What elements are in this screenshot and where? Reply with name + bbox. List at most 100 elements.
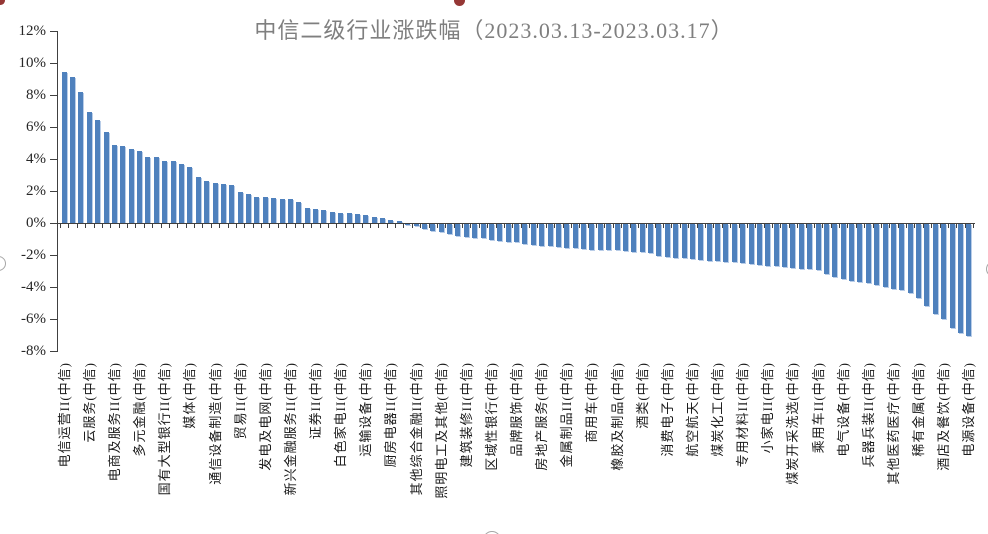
y-axis-tick [50, 95, 57, 96]
x-axis-tick [210, 224, 212, 228]
x-axis-tick [302, 224, 304, 228]
y-axis-tick-label: -8% [21, 343, 46, 359]
x-axis-label: 兵器兵装II(中信) [860, 362, 876, 468]
bar [547, 224, 553, 247]
x-axis-label: 证券II(中信) [308, 362, 323, 440]
x-axis-label: 电源设备(中信) [961, 362, 977, 457]
x-axis-label: 酒类(中信) [634, 362, 650, 429]
x-axis-tick [629, 224, 631, 228]
y-axis-tick [50, 63, 57, 64]
x-axis-tick [671, 224, 673, 228]
bar [706, 224, 712, 261]
x-axis-line [57, 223, 975, 224]
x-axis-label: 房地产服务(中信) [534, 362, 550, 471]
x-axis-tick [705, 224, 706, 228]
bar [530, 224, 536, 245]
bar [957, 224, 963, 333]
bar [773, 224, 779, 267]
x-axis-tick [947, 224, 949, 228]
x-axis-tick [855, 224, 857, 228]
bar [128, 149, 134, 223]
bar [346, 213, 352, 223]
x-axis-label: 煤炭开采洗选(中信) [785, 362, 801, 485]
x-axis-label: 国有大型银行II(中信) [157, 362, 173, 496]
x-axis-tick [369, 224, 371, 228]
y-axis-tick-label: 12% [18, 23, 47, 39]
bar [941, 224, 947, 320]
bar [656, 224, 662, 256]
x-axis-tick [93, 224, 95, 228]
bar [505, 224, 511, 242]
x-axis-tick [746, 224, 748, 228]
bar [371, 216, 377, 223]
bar [229, 184, 235, 223]
y-axis-tick-label: 8% [26, 87, 46, 103]
bar [572, 224, 578, 248]
y-axis-tick [50, 287, 57, 288]
y-axis-tick-label: -2% [21, 247, 46, 263]
x-axis-tick [227, 224, 229, 228]
bar [137, 151, 143, 223]
bar [639, 224, 645, 252]
y-axis-tick [50, 159, 57, 160]
x-axis-tick [906, 224, 907, 228]
chart-title: 中信二级行业涨跌幅（2023.03.13-2023.03.17） [254, 18, 734, 43]
x-axis-label: 酒店及餐饮(中信) [936, 362, 952, 471]
x-axis-label: 白色家电II(中信) [333, 362, 349, 468]
bar [849, 224, 854, 281]
x-axis-tick [922, 224, 924, 228]
x-axis-tick [713, 224, 715, 228]
x-axis-label: 云服务(中信) [81, 362, 97, 443]
x-axis-tick [679, 224, 681, 228]
x-axis-label: 商用车(中信) [584, 362, 600, 443]
bar [488, 224, 494, 240]
x-axis-label: 其他综合金融II(中信) [408, 362, 424, 496]
bar [782, 224, 787, 268]
x-axis-tick [160, 224, 162, 228]
bar [220, 183, 226, 223]
x-axis-tick [487, 224, 489, 228]
x-axis-tick [118, 224, 120, 228]
bar [237, 191, 243, 223]
bar [815, 224, 821, 270]
x-axis-tick [797, 224, 799, 228]
x-axis-label: 金属制品II(中信) [559, 362, 575, 468]
bar [631, 224, 637, 252]
x-axis-label: 新兴金融服务II(中信) [282, 362, 298, 496]
x-axis-tick [135, 224, 137, 228]
bar [555, 224, 561, 248]
bar [832, 224, 838, 277]
x-axis-tick [177, 224, 179, 228]
bar [581, 224, 586, 249]
x-axis-tick [294, 224, 296, 228]
bar [271, 198, 277, 223]
x-axis-tick [277, 224, 279, 228]
bar [329, 211, 335, 223]
x-axis-tick [654, 224, 656, 228]
x-axis-tick [830, 224, 832, 228]
bar [170, 161, 176, 223]
x-axis-label: 建筑装修II(中信) [458, 362, 474, 468]
x-axis-tick [470, 224, 472, 228]
x-axis-label: 多元金融(中信) [132, 362, 148, 457]
x-axis-tick [85, 224, 87, 228]
x-axis-tick [328, 224, 329, 228]
bar [731, 224, 737, 263]
x-axis-label: 通信设备制造(中信) [207, 362, 223, 485]
x-axis-tick [537, 224, 539, 228]
bar [254, 196, 260, 223]
bar [111, 144, 117, 223]
bar [70, 77, 76, 223]
x-axis-tick [931, 224, 933, 228]
bar [246, 194, 251, 223]
y-axis-tick-label: 2% [26, 183, 46, 199]
x-axis-tick [261, 224, 262, 228]
bar [304, 207, 310, 223]
x-axis-tick [403, 224, 405, 228]
x-axis-tick [788, 224, 790, 228]
bar [405, 224, 411, 225]
bar [756, 224, 762, 265]
x-axis-tick [637, 224, 639, 228]
x-axis-tick [269, 224, 271, 228]
x-axis-tick [646, 224, 648, 228]
